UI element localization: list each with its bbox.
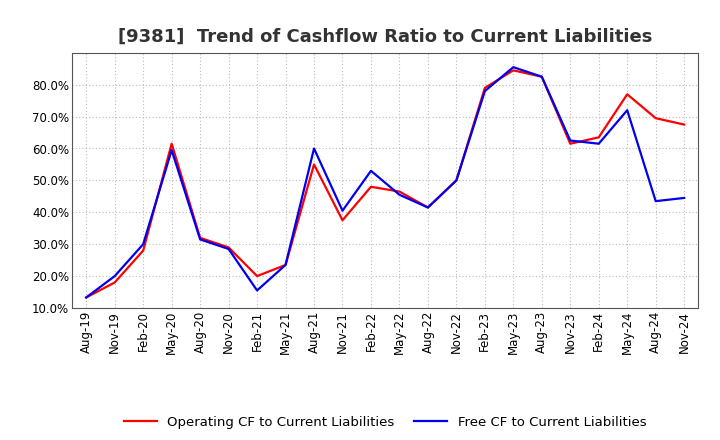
Operating CF to Current Liabilities [82, 295, 91, 300]
Operating CF to Current Liabilities [225, 245, 233, 250]
Operating CF to Current Liabilities [423, 205, 432, 210]
Free CF to Current Liabilities [509, 65, 518, 70]
Operating CF to Current Liabilities [110, 280, 119, 285]
Free CF to Current Liabilities [366, 168, 375, 173]
Free CF to Current Liabilities [110, 273, 119, 279]
Free CF to Current Liabilities [167, 147, 176, 153]
Operating CF to Current Liabilities [623, 92, 631, 97]
Free CF to Current Liabilities [680, 195, 688, 201]
Free CF to Current Liabilities [537, 74, 546, 79]
Free CF to Current Liabilities [452, 178, 461, 183]
Operating CF to Current Liabilities [452, 178, 461, 183]
Line: Operating CF to Current Liabilities: Operating CF to Current Liabilities [86, 70, 684, 297]
Free CF to Current Liabilities [423, 205, 432, 210]
Free CF to Current Liabilities [139, 242, 148, 247]
Free CF to Current Liabilities [395, 192, 404, 198]
Operating CF to Current Liabilities [595, 135, 603, 140]
Legend: Operating CF to Current Liabilities, Free CF to Current Liabilities: Operating CF to Current Liabilities, Fre… [119, 411, 652, 434]
Free CF to Current Liabilities [310, 146, 318, 151]
Free CF to Current Liabilities [566, 138, 575, 143]
Free CF to Current Liabilities [480, 88, 489, 94]
Operating CF to Current Liabilities [366, 184, 375, 189]
Free CF to Current Liabilities [623, 107, 631, 113]
Operating CF to Current Liabilities [196, 235, 204, 240]
Free CF to Current Liabilities [282, 262, 290, 268]
Title: [9381]  Trend of Cashflow Ratio to Current Liabilities: [9381] Trend of Cashflow Ratio to Curren… [118, 28, 652, 46]
Free CF to Current Liabilities [338, 208, 347, 213]
Operating CF to Current Liabilities [139, 248, 148, 253]
Operating CF to Current Liabilities [282, 262, 290, 268]
Free CF to Current Liabilities [196, 237, 204, 242]
Operating CF to Current Liabilities [537, 74, 546, 79]
Operating CF to Current Liabilities [310, 162, 318, 167]
Operating CF to Current Liabilities [652, 116, 660, 121]
Operating CF to Current Liabilities [338, 218, 347, 223]
Operating CF to Current Liabilities [566, 141, 575, 147]
Operating CF to Current Liabilities [167, 141, 176, 147]
Free CF to Current Liabilities [253, 288, 261, 293]
Operating CF to Current Liabilities [253, 273, 261, 279]
Operating CF to Current Liabilities [680, 122, 688, 127]
Operating CF to Current Liabilities [480, 85, 489, 91]
Operating CF to Current Liabilities [395, 189, 404, 194]
Line: Free CF to Current Liabilities: Free CF to Current Liabilities [86, 67, 684, 297]
Free CF to Current Liabilities [82, 295, 91, 300]
Free CF to Current Liabilities [595, 141, 603, 147]
Operating CF to Current Liabilities [509, 68, 518, 73]
Free CF to Current Liabilities [225, 246, 233, 252]
Free CF to Current Liabilities [652, 198, 660, 204]
